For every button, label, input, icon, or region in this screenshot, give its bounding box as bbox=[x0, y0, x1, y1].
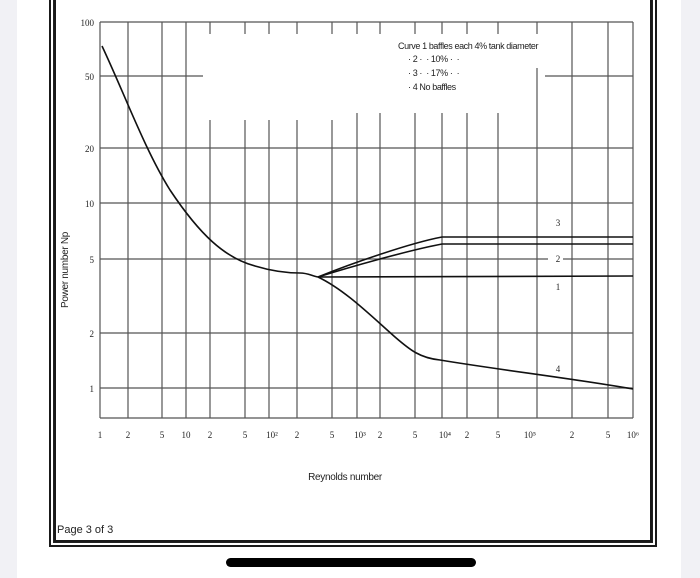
legend: Curve 1 baffles each 4% tank diameter · … bbox=[398, 41, 539, 92]
curve-common-segment bbox=[101, 45, 319, 278]
home-indicator-bar[interactable] bbox=[226, 558, 476, 567]
legend-entry-1: Curve 1 baffles each 4% tank diameter bbox=[398, 41, 539, 51]
svg-text:1: 1 bbox=[556, 282, 561, 292]
legend-entry-3: · 3 · · 17% · · bbox=[408, 68, 459, 78]
svg-text:5: 5 bbox=[496, 430, 501, 440]
svg-text:4: 4 bbox=[556, 364, 561, 374]
svg-text:3: 3 bbox=[556, 218, 561, 228]
curve-1 bbox=[317, 275, 634, 278]
curve-labels: 3 2 1 4 bbox=[556, 218, 561, 374]
svg-text:2: 2 bbox=[465, 430, 470, 440]
svg-text:2: 2 bbox=[570, 430, 575, 440]
page-border-inner bbox=[53, 0, 653, 543]
svg-text:1: 1 bbox=[98, 430, 103, 440]
svg-text:10⁴: 10⁴ bbox=[439, 430, 451, 440]
svg-text:5: 5 bbox=[90, 255, 95, 265]
svg-text:10: 10 bbox=[182, 430, 192, 440]
x-axis-title: Reynolds number bbox=[308, 472, 383, 483]
svg-text:100: 100 bbox=[81, 18, 95, 28]
curve-2 bbox=[317, 243, 633, 278]
page-footer: Page 3 of 3 bbox=[57, 524, 114, 536]
svg-text:5: 5 bbox=[330, 430, 335, 440]
svg-text:10⁶: 10⁶ bbox=[627, 430, 639, 440]
svg-text:10⁵: 10⁵ bbox=[524, 430, 536, 440]
svg-text:5: 5 bbox=[606, 430, 611, 440]
svg-text:10²: 10² bbox=[266, 430, 278, 440]
svg-text:2: 2 bbox=[208, 430, 213, 440]
x-tick-labels: 1 2 5 10 2 5 10² 2 5 10³ 2 5 10⁴ 2 5 10⁵… bbox=[98, 430, 639, 440]
svg-text:2: 2 bbox=[90, 329, 95, 339]
svg-text:2: 2 bbox=[378, 430, 383, 440]
svg-text:5: 5 bbox=[160, 430, 165, 440]
y-axis-title: Power number Np bbox=[60, 231, 71, 308]
svg-text:1: 1 bbox=[90, 384, 95, 394]
svg-text:50: 50 bbox=[85, 72, 95, 82]
svg-text:2: 2 bbox=[556, 254, 561, 264]
svg-text:10: 10 bbox=[85, 199, 95, 209]
svg-text:5: 5 bbox=[413, 430, 418, 440]
page-border bbox=[49, 0, 657, 547]
svg-text:10³: 10³ bbox=[354, 430, 366, 440]
curve-4 bbox=[317, 276, 634, 390]
legend-entry-4: · 4 No baffles bbox=[408, 82, 457, 92]
curve-3 bbox=[317, 236, 633, 278]
horizontal-gridlines bbox=[100, 21, 633, 419]
vertical-gridlines bbox=[99, 22, 634, 418]
svg-text:2: 2 bbox=[295, 430, 300, 440]
y-tick-labels: 100 50 20 10 5 2 1 bbox=[81, 18, 95, 394]
svg-text:2: 2 bbox=[126, 430, 131, 440]
svg-text:20: 20 bbox=[85, 144, 95, 154]
legend-entry-2: · 2 · · 10% · · bbox=[408, 54, 459, 64]
svg-text:5: 5 bbox=[243, 430, 248, 440]
curves bbox=[101, 45, 634, 390]
